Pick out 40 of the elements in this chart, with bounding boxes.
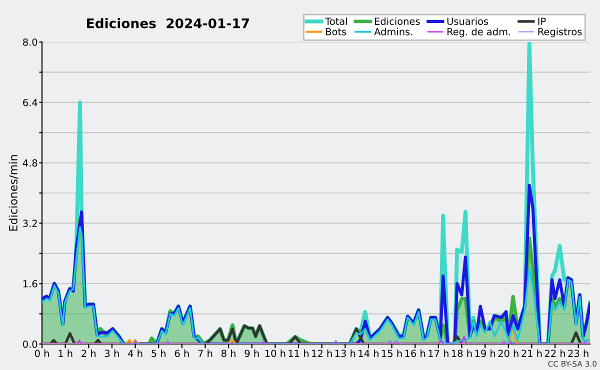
legend-label: Usuarios <box>447 17 488 25</box>
x-tick-label: 14 h <box>358 350 378 357</box>
x-tick-label: 0 h <box>34 350 49 358</box>
x-tick-label: 18 h <box>452 350 472 358</box>
legend-label: Bots <box>326 28 346 36</box>
x-tick-label: 4 h <box>128 350 142 357</box>
x-tick-label: 15 h <box>382 350 402 358</box>
y-tick-label: 4.8 <box>22 159 38 167</box>
x-tick-label: 1 h <box>58 350 72 357</box>
x-tick-label: 11 h <box>288 350 308 357</box>
x-tick-label: 8 h <box>221 350 236 358</box>
legend-label: Total <box>325 17 347 25</box>
x-tick-label: 7 h <box>198 350 212 357</box>
y-tick-label: 3.2 <box>23 220 37 228</box>
x-tick-label: 19 h <box>475 350 496 358</box>
x-tick-label: 9 h <box>244 350 259 358</box>
y-tick-label: 6.4 <box>23 98 38 106</box>
chart-title: Ediciones 2024-01-17 <box>87 18 249 28</box>
legend-label: IP <box>538 18 546 25</box>
x-tick-label: 3 h <box>104 350 119 358</box>
x-tick-label: 22 h <box>544 350 566 357</box>
x-tick-label: 17 h <box>428 350 448 357</box>
y-axis-title: Ediciones/min <box>8 155 18 231</box>
y-tick-label: 0.0 <box>23 340 38 348</box>
y-tick-label: 8.0 <box>23 38 38 46</box>
x-tick-label: 10 h <box>265 350 286 358</box>
x-tick-label: 16 h <box>405 350 426 358</box>
x-tick-label: 2 h <box>82 350 96 357</box>
x-tick-label: 6 h <box>174 350 189 358</box>
legend-label: Admins. <box>374 28 412 36</box>
x-tick-label: 13 h <box>335 350 356 358</box>
x-tick-label: 12 h <box>312 350 332 357</box>
legend-label: Reg. de adm. <box>448 28 510 38</box>
legend-label: Ediciones <box>375 17 420 25</box>
x-tick-label: 21 h <box>522 350 542 357</box>
x-tick-label: 20 h <box>498 350 518 358</box>
y-tick-label: 1.6 <box>23 280 38 288</box>
x-tick-label: 23 h <box>568 350 588 358</box>
x-tick-label: 5 h <box>152 350 166 358</box>
legend-label: Registros <box>538 28 582 38</box>
